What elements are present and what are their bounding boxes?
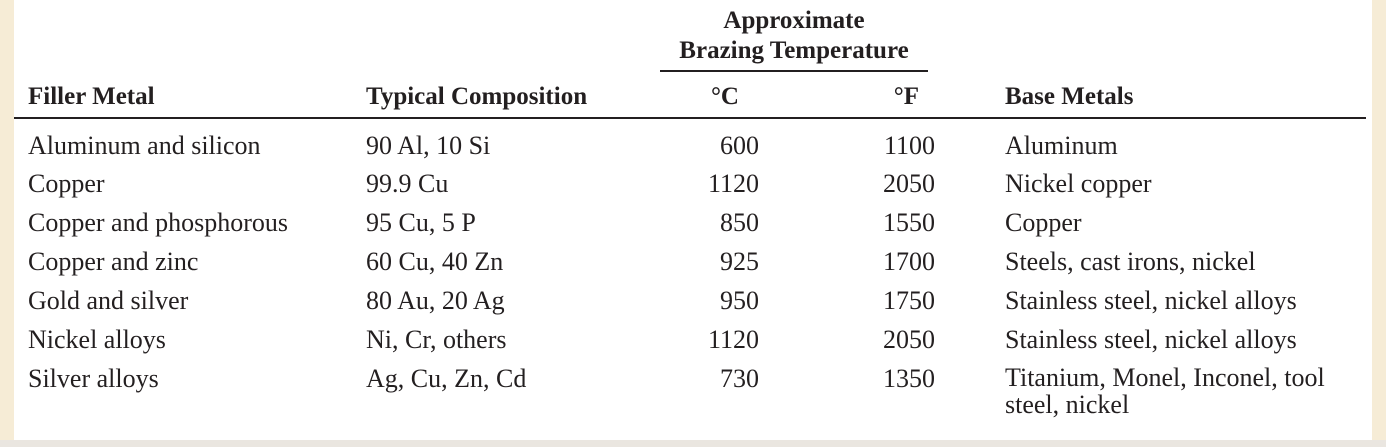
group-header-rule [660, 70, 928, 72]
table-row: Copper and zinc 60 Cu, 40 Zn 925 1700 St… [14, 242, 1366, 281]
table-row: Aluminum and silicon 90 Al, 10 Si 600 11… [14, 118, 1366, 164]
cell-base-metals: Stainless steel, nickel alloys [1005, 286, 1297, 315]
group-header-line-2: Brazing Temperature [679, 37, 909, 64]
cell-fahrenheit: 1700 [883, 247, 935, 276]
group-header-row: Approximate Brazing Temperature [14, 0, 1366, 72]
page-bottom-edge [0, 440, 1386, 447]
cell-filler-metal: Copper [28, 169, 105, 198]
cell-fahrenheit: 1100 [883, 131, 935, 160]
cell-base-metals: Steels, cast irons, nickel [1005, 247, 1256, 276]
cell-fahrenheit: 1550 [883, 208, 935, 237]
cell-composition: 90 Al, 10 Si [366, 131, 491, 160]
cell-celsius: 1120 [707, 169, 759, 198]
cell-filler-metal: Copper and zinc [28, 247, 199, 276]
cell-base-metals: Copper [1005, 208, 1082, 237]
cell-celsius: 600 [720, 131, 759, 160]
table-row: Copper 99.9 Cu 1120 2050 Nickel copper [14, 164, 1366, 203]
cell-base-metals: Titanium, Monel, Inconel, tool steel, ni… [1005, 363, 1325, 419]
cell-filler-metal: Gold and silver [28, 286, 189, 315]
cell-celsius: 1120 [707, 325, 759, 354]
brazing-temperature-group-header: Approximate Brazing Temperature [14, 0, 1366, 72]
cell-composition: Ni, Cr, others [366, 325, 507, 354]
cell-fahrenheit: 2050 [883, 325, 935, 354]
group-header-line-1: Approximate [723, 7, 865, 34]
cell-composition: 80 Au, 20 Ag [366, 286, 505, 315]
table-row: Gold and silver 80 Au, 20 Ag 950 1750 St… [14, 281, 1366, 320]
document-page: Approximate Brazing Temperature Filler M… [14, 0, 1372, 440]
cell-celsius: 950 [720, 286, 759, 315]
cell-fahrenheit: 1750 [883, 286, 935, 315]
cell-celsius: 925 [720, 247, 759, 276]
cell-base-metals: Stainless steel, nickel alloys [1005, 325, 1297, 354]
table-row: Nickel alloys Ni, Cr, others 1120 2050 S… [14, 320, 1366, 359]
cell-filler-metal: Nickel alloys [28, 325, 166, 354]
cell-composition: 60 Cu, 40 Zn [366, 247, 504, 276]
cell-celsius: 730 [720, 364, 759, 393]
cell-celsius: 850 [720, 208, 759, 237]
header-fahrenheit: °F [759, 72, 977, 119]
cell-filler-metal: Silver alloys [28, 364, 159, 393]
cell-fahrenheit: 1350 [883, 364, 935, 393]
table-row: Silver alloys Ag, Cu, Zn, Cd 730 1350 Ti… [14, 359, 1366, 418]
cell-composition: 95 Cu, 5 P [366, 208, 476, 237]
cell-composition: 99.9 Cu [366, 169, 449, 198]
brazing-filler-metals-table: Approximate Brazing Temperature Filler M… [14, 0, 1367, 418]
header-base-metals: Base Metals [977, 72, 1367, 119]
cell-fahrenheit: 2050 [883, 169, 935, 198]
cell-base-metals: Nickel copper [1005, 169, 1152, 198]
header-typical-composition: Typical Composition [354, 72, 646, 119]
header-celsius: °C [646, 72, 759, 119]
header-filler-metal: Filler Metal [14, 72, 354, 119]
table-row: Copper and phosphorous 95 Cu, 5 P 850 15… [14, 203, 1366, 242]
cell-composition: Ag, Cu, Zn, Cd [366, 364, 527, 393]
cell-base-metals: Aluminum [1005, 131, 1118, 160]
cell-filler-metal: Aluminum and silicon [28, 131, 261, 160]
cell-filler-metal: Copper and phosphorous [28, 208, 288, 237]
column-header-row: Filler Metal Typical Composition °C °F B… [14, 72, 1367, 119]
